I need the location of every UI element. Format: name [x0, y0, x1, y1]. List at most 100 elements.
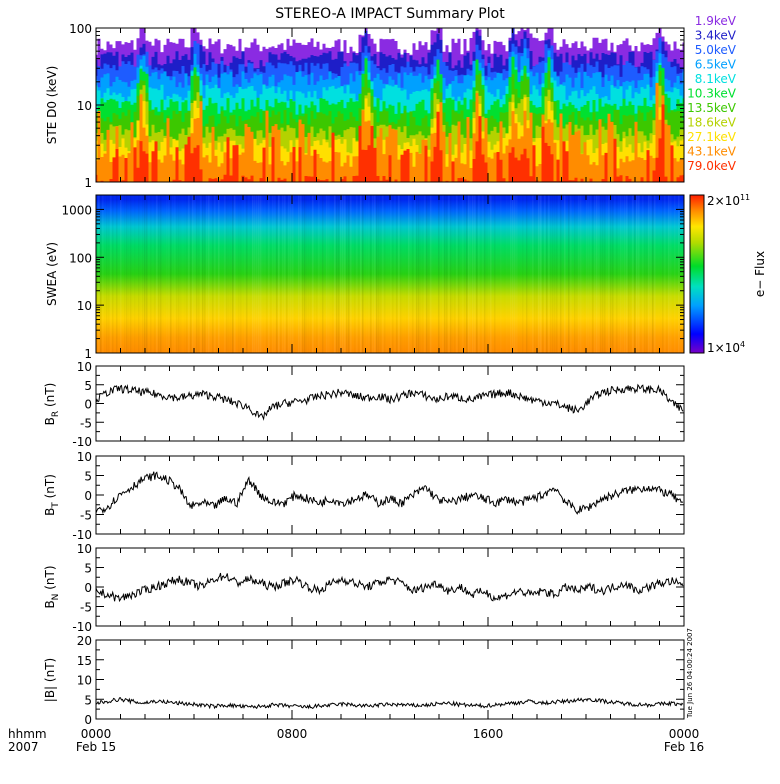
- bt-ylabel: BT (nT): [43, 474, 61, 516]
- swea-column: [198, 195, 200, 353]
- ste-legend-item: 27.1keV: [687, 130, 737, 144]
- bt-ytick-label: -10: [72, 528, 92, 542]
- br-ytick-label: 10: [77, 360, 92, 374]
- date-label-feb-15: Feb 15: [76, 740, 116, 754]
- bmag-ytick-label: 20: [77, 634, 92, 648]
- swea-column: [496, 195, 498, 353]
- swea-column: [578, 195, 580, 353]
- swea-column: [436, 195, 438, 353]
- swea-column: [536, 195, 538, 353]
- swea-column: [504, 195, 506, 353]
- swea-column: [526, 195, 528, 353]
- swea-column: [522, 195, 524, 353]
- swea-column: [142, 195, 144, 353]
- swea-column: [366, 195, 368, 353]
- swea-column: [182, 195, 184, 353]
- bmag-panel: 0 5 10 15 20 |B| (nT) Tue Jun 26 04:00:24 20…: [43, 628, 694, 727]
- swea-column: [534, 195, 536, 353]
- swea-column: [460, 195, 462, 353]
- swea-column: [598, 195, 600, 353]
- swea-column: [310, 195, 312, 353]
- swea-column: [166, 195, 168, 353]
- swea-column: [230, 195, 232, 353]
- swea-column: [474, 195, 476, 353]
- swea-column: [328, 195, 330, 353]
- swea-column: [666, 195, 668, 353]
- swea-column: [160, 195, 162, 353]
- swea-column: [228, 195, 230, 353]
- swea-column: [322, 195, 324, 353]
- swea-column: [358, 195, 360, 353]
- swea-column: [554, 195, 556, 353]
- swea-column: [262, 195, 264, 353]
- swea-column: [400, 195, 402, 353]
- br-ylabel-main: B: [43, 417, 57, 425]
- ste-band-43.1keV: [96, 82, 684, 182]
- bmag-axes: 0 5 10 15 20: [77, 634, 685, 727]
- swea-column: [612, 195, 614, 353]
- swea-column: [324, 195, 326, 353]
- swea-column: [192, 195, 194, 353]
- swea-column: [632, 195, 634, 353]
- ste-legend-item: 10.3keV: [687, 87, 737, 101]
- swea-column: [244, 195, 246, 353]
- bmag-ytick-label: 0: [84, 713, 92, 727]
- swea-column: [558, 195, 560, 353]
- colorbar-min-exp: 4: [740, 340, 745, 349]
- swea-column: [664, 195, 666, 353]
- swea-column: [300, 195, 302, 353]
- swea-column: [478, 195, 480, 353]
- swea-column: [132, 195, 134, 353]
- br-ytick-label: 5: [84, 379, 92, 393]
- swea-column: [126, 195, 128, 353]
- swea-column: [318, 195, 320, 353]
- ste-legend-item: 5.0keV: [695, 43, 737, 57]
- swea-column: [312, 195, 314, 353]
- swea-column: [342, 195, 344, 353]
- ste-legend-item: 79.0keV: [687, 159, 737, 173]
- swea-column: [642, 195, 644, 353]
- swea-column: [390, 195, 392, 353]
- colorbar-max-base: 2×10: [707, 194, 740, 208]
- swea-column: [280, 195, 282, 353]
- swea-column: [248, 195, 250, 353]
- swea-column: [330, 195, 332, 353]
- swea-panel: 1 10 100 1000 SWEA (eV) 2×1011 1×104 e− Flu…: [45, 193, 767, 361]
- swea-column: [234, 195, 236, 353]
- colorbar-label: e− Flux: [753, 251, 767, 297]
- hhmm-label: hhmm: [8, 727, 47, 741]
- swea-column: [588, 195, 590, 353]
- br-ylabel: BR (nT): [43, 383, 61, 426]
- swea-column: [586, 195, 588, 353]
- bn-ytick-label: 5: [84, 562, 92, 576]
- swea-column: [326, 195, 328, 353]
- ste-legend-item: 6.5keV: [695, 58, 737, 72]
- swea-column: [462, 195, 464, 353]
- swea-column: [272, 195, 274, 353]
- ste-axes: 1 10 100: [69, 22, 685, 190]
- swea-column: [250, 195, 252, 353]
- swea-column: [480, 195, 482, 353]
- swea-column: [498, 195, 500, 353]
- swea-column: [298, 195, 300, 353]
- swea-column: [374, 195, 376, 353]
- bt-panel-frame: [95, 455, 685, 535]
- swea-column: [282, 195, 284, 353]
- swea-column: [518, 195, 520, 353]
- swea-column: [662, 195, 664, 353]
- bmag-panel-frame: [95, 639, 685, 720]
- swea-column: [140, 195, 142, 353]
- swea-column: [278, 195, 280, 353]
- swea-column: [546, 195, 548, 353]
- swea-column: [254, 195, 256, 353]
- swea-column: [176, 195, 178, 353]
- colorbar-min-label: 1×104: [707, 340, 745, 355]
- swea-column: [360, 195, 362, 353]
- swea-column: [172, 195, 174, 353]
- swea-column: [488, 195, 490, 353]
- swea-column: [404, 195, 406, 353]
- swea-column: [660, 195, 662, 353]
- swea-column: [456, 195, 458, 353]
- swea-column: [334, 195, 336, 353]
